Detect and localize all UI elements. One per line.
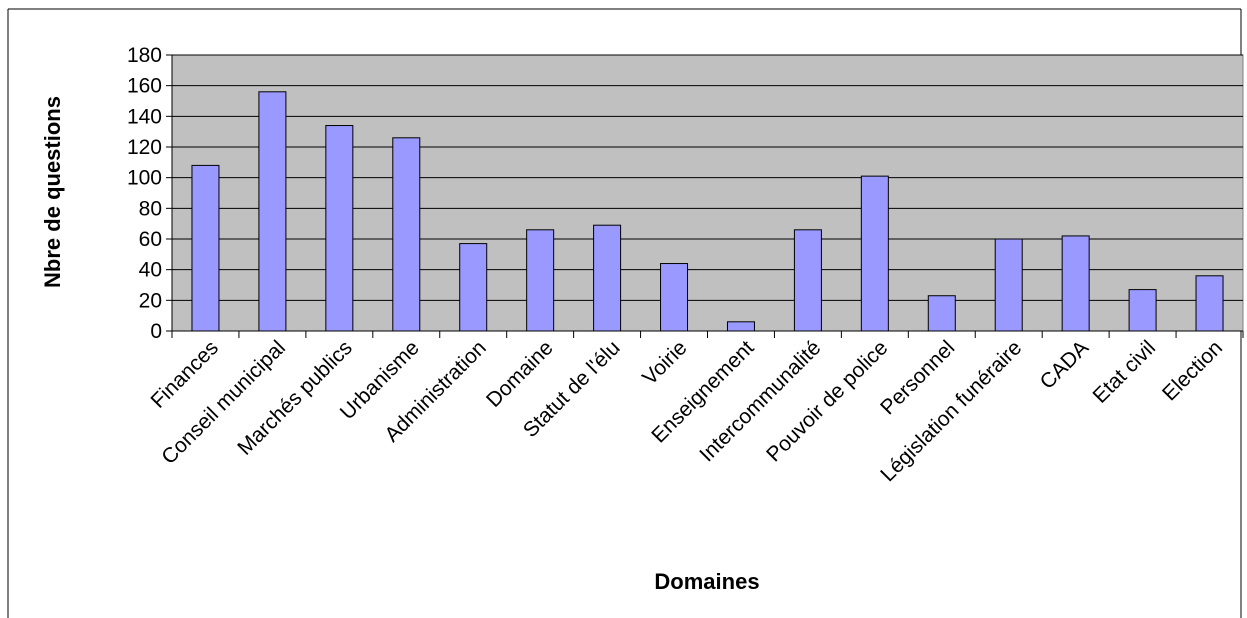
y-tick-label: 0: [150, 320, 162, 343]
bar: [191, 164, 220, 332]
y-tick-label: 120: [127, 136, 162, 159]
y-tick-label: 100: [127, 167, 162, 190]
x-tick-label: CADA: [1036, 336, 1094, 394]
bar: [258, 91, 287, 332]
bar: [325, 125, 354, 332]
bar: [1195, 275, 1224, 332]
x-tick-label: Conseil municipal: [157, 336, 290, 469]
y-tick-label: 80: [139, 197, 162, 220]
x-axis-title: Domaines: [654, 569, 759, 594]
bar: [526, 229, 555, 332]
bar: [459, 243, 488, 332]
y-tick-label: 40: [139, 259, 162, 282]
y-tick-label: 140: [127, 105, 162, 128]
y-axis: 0 20 40 60 80 100 120 140 160 180: [127, 44, 173, 343]
x-tick-label: Pouvoir de police: [762, 336, 892, 466]
bar: [593, 224, 622, 332]
bar: [1061, 235, 1090, 332]
x-tick-label: Etat civil: [1089, 336, 1161, 408]
bar: [793, 229, 822, 332]
bar: [1128, 289, 1157, 332]
bar: [660, 263, 689, 332]
bar: [927, 295, 956, 332]
x-tick-label: Intercommunalité: [695, 336, 825, 466]
y-axis-title: Nbre de questions: [40, 96, 65, 288]
bar: [860, 175, 889, 332]
bars: [191, 91, 1224, 332]
y-tick-label: 160: [127, 75, 162, 98]
x-tick-label: Voirie: [638, 336, 691, 389]
y-tick-label: 180: [127, 44, 162, 67]
bar: [726, 321, 755, 332]
bar: [392, 137, 421, 332]
x-tick-label: Election: [1158, 336, 1227, 405]
x-tick-label: Marchés publics: [233, 336, 357, 460]
bar: [994, 238, 1023, 332]
y-tick-label: 20: [139, 289, 162, 312]
y-tick-label: 60: [139, 228, 162, 251]
